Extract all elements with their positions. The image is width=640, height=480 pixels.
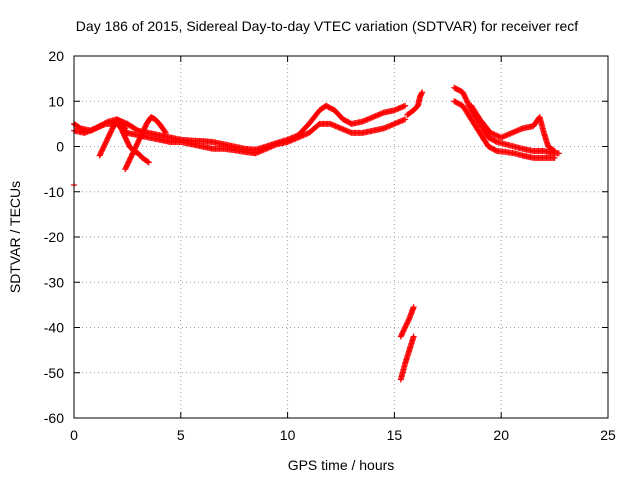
chart-title: Day 186 of 2015, Sidereal Day-to-day VTE…: [76, 18, 578, 34]
series-evening-loop: [468, 102, 558, 155]
data-point: [410, 333, 417, 340]
series-early-dip-3: [117, 125, 152, 166]
x-tick-label: 10: [280, 427, 296, 443]
x-tick-label: 5: [177, 427, 185, 443]
x-tick-label: 0: [70, 427, 78, 443]
axis-ticks: 0 5 10 15 20 25 -60 -50 -40 -30 -20 -10 0 10 20: [44, 48, 616, 443]
data-series: [71, 84, 562, 383]
y-tick-label: 20: [48, 48, 64, 64]
x-axis-label: GPS time / hours: [288, 457, 395, 473]
data-point: [419, 89, 426, 96]
data-point: [402, 102, 409, 109]
data-point: [162, 129, 169, 136]
series-evening-band-b: [451, 98, 558, 161]
y-tick-label: -40: [44, 320, 64, 336]
grid: [74, 56, 608, 418]
y-tick-label: -10: [44, 184, 64, 200]
data-point: [492, 138, 499, 145]
series-early-dip-1: [96, 116, 129, 159]
series-drop-upper: [397, 304, 417, 340]
y-tick-label: -20: [44, 229, 64, 245]
y-tick-label: 10: [48, 93, 64, 109]
x-tick-label: 15: [387, 427, 403, 443]
data-point: [555, 150, 562, 157]
x-tick-label: 20: [493, 427, 509, 443]
series-steep-15h-tail: [404, 89, 426, 118]
y-tick-label: -50: [44, 365, 64, 381]
data-point: [551, 148, 558, 155]
data-point: [551, 154, 558, 161]
plot-frame: [73, 55, 609, 419]
y-tick-label: -60: [44, 410, 64, 426]
data-point: [410, 304, 417, 311]
data-point: [145, 159, 152, 166]
data-point: [550, 147, 557, 154]
series-drop-lower: [397, 333, 417, 383]
data-point: [144, 158, 151, 165]
y-axis-label: SDTVAR / TECUs: [7, 181, 23, 293]
data-point: [162, 128, 169, 135]
y-tick-label: 0: [56, 139, 64, 155]
data-point: [402, 116, 409, 123]
y-tick-label: -30: [44, 274, 64, 290]
data-point: [492, 147, 499, 154]
x-tick-label: 25: [600, 427, 616, 443]
